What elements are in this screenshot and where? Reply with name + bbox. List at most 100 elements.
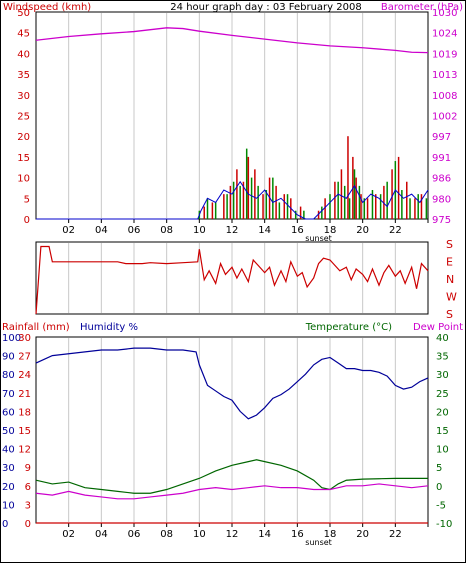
baro-line — [35, 27, 429, 54]
right-tick-label: 991 — [432, 153, 451, 164]
x-tick-label: 02 — [62, 529, 75, 540]
x-tick-label: 12 — [226, 225, 239, 236]
left-tick-label: 25 — [17, 112, 30, 123]
direction-letter: W — [446, 291, 457, 304]
x-tick-label: 16 — [291, 225, 304, 236]
rainfall-tick-label: 30 — [18, 333, 31, 344]
humidity-line — [35, 347, 429, 420]
humidity-tick-label: 10 — [2, 500, 15, 511]
right-axis-title: Barometer (hPa) — [381, 2, 463, 13]
rainfall-tick-label: 24 — [18, 370, 31, 381]
temperature-tick-label: 40 — [436, 333, 449, 344]
left-axis-title: Windspeed (kmh) — [3, 2, 91, 13]
temperature-tick-label: 25 — [436, 389, 449, 400]
left-tick-label: 35 — [17, 70, 30, 81]
right-tick-label: 986 — [432, 174, 451, 185]
direction-letter: E — [446, 256, 453, 269]
temperature-tick-label: -5 — [436, 500, 446, 511]
x-tick-label: 12 — [226, 529, 239, 540]
temperature-line — [35, 459, 428, 494]
left-tick-label: 30 — [17, 91, 30, 102]
x-tick-label: 14 — [258, 529, 271, 540]
temperature-tick-label: 20 — [436, 407, 449, 418]
humidity-tick-label: 30 — [2, 463, 15, 474]
sunset-label: sunset — [305, 538, 332, 547]
right-tick-label: 1019 — [432, 49, 457, 60]
right-tick-label: 1008 — [432, 91, 457, 102]
right-tick-label: 997 — [432, 132, 451, 143]
rainfall-tick-label: 0 — [25, 519, 31, 530]
left-tick-label: 0 — [24, 215, 30, 226]
right-tick-label: 1024 — [432, 29, 457, 40]
wind-baro-chart: Windspeed (kmh) 24 hour graph day : 03 Fe… — [3, 2, 463, 243]
x-tick-label: 22 — [389, 225, 402, 236]
left-tick-label: 50 — [17, 8, 30, 19]
temperature-tick-label: -10 — [436, 519, 452, 530]
right-tick-label: 975 — [432, 215, 451, 226]
direction-letter: S — [446, 238, 453, 251]
temperature-tick-label: 35 — [436, 352, 449, 363]
x-tick-label: 06 — [128, 529, 141, 540]
dewpoint-line — [35, 483, 429, 500]
rainfall-tick-label: 9 — [25, 463, 31, 474]
humidity-tick-label: 90 — [2, 352, 15, 363]
x-tick-label: 08 — [160, 225, 173, 236]
chart-title: 24 hour graph day : 03 February 2008 — [170, 2, 361, 13]
left-tick-label: 20 — [17, 132, 30, 143]
x-tick-label: 16 — [291, 529, 304, 540]
right-tick-label: 1013 — [432, 70, 457, 81]
rainfall-tick-label: 27 — [18, 352, 31, 363]
humidity-tick-label: 20 — [2, 482, 15, 493]
x-tick-label: 18 — [324, 529, 337, 540]
rainfall-tick-label: 18 — [18, 407, 31, 418]
rainfall-tick-label: 3 — [25, 500, 31, 511]
temperature-tick-label: 5 — [436, 463, 442, 474]
dewpoint-axis-title: Dew Point — [413, 322, 463, 333]
humidity-tick-label: 50 — [2, 426, 15, 437]
x-tick-label: 10 — [193, 225, 206, 236]
humidity-tick-label: 80 — [2, 370, 15, 381]
left-tick-label: 10 — [17, 174, 30, 185]
rainfall-tick-label: 21 — [18, 389, 31, 400]
humidity-tick-label: 40 — [2, 445, 15, 456]
x-tick-label: 22 — [389, 529, 402, 540]
temperature-tick-label: 30 — [436, 370, 449, 381]
x-tick-label: 02 — [62, 225, 75, 236]
temperature-tick-label: 0 — [436, 482, 442, 493]
x-tick-label: 18 — [324, 225, 337, 236]
x-tick-label: 06 — [128, 225, 141, 236]
left-tick-label: 45 — [17, 29, 30, 40]
humidity-tick-label: 60 — [2, 407, 15, 418]
rainfall-tick-label: 15 — [18, 426, 31, 437]
temperature-axis-title: Temperature (°C) — [305, 322, 392, 333]
avgwind-line — [36, 180, 429, 220]
temp-humidity-chart: Rainfall (mm) Humidity % Temperature (°C) D… — [2, 322, 463, 547]
temperature-tick-label: 15 — [436, 426, 449, 437]
rainfall-tick-label: 12 — [18, 445, 31, 456]
x-tick-label: 10 — [193, 529, 206, 540]
humidity-axis-title: Humidity % — [80, 322, 138, 333]
sunset-label: sunset — [305, 234, 332, 243]
humidity-tick-label: 100 — [2, 333, 21, 344]
direction-letter: S — [446, 308, 453, 321]
x-tick-label: 08 — [160, 529, 173, 540]
x-tick-label: 14 — [258, 225, 271, 236]
direction-letter: N — [446, 273, 454, 286]
left-tick-label: 15 — [17, 153, 30, 164]
x-tick-label: 20 — [356, 529, 369, 540]
wind-direction-line — [35, 245, 429, 315]
humidity-tick-label: 70 — [2, 389, 15, 400]
rainfall-axis-title: Rainfall (mm) — [2, 322, 70, 333]
right-tick-label: 980 — [432, 194, 451, 205]
temperature-tick-label: 10 — [436, 445, 449, 456]
x-tick-label: 20 — [356, 225, 369, 236]
x-tick-label: 04 — [95, 529, 108, 540]
rainfall-tick-label: 6 — [25, 482, 31, 493]
x-tick-label: 04 — [95, 225, 108, 236]
right-tick-label: 1002 — [432, 112, 457, 123]
right-tick-label: 1030 — [432, 8, 457, 19]
humidity-tick-label: 0 — [2, 519, 8, 530]
left-tick-label: 5 — [24, 194, 30, 205]
